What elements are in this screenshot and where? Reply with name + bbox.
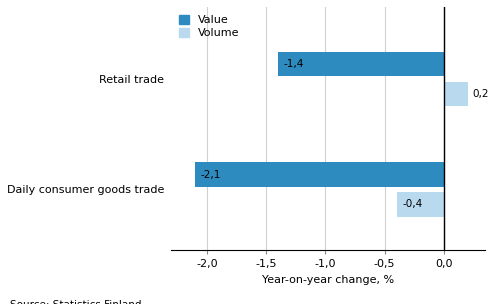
Text: -2,1: -2,1 bbox=[201, 170, 221, 180]
Text: -0,4: -0,4 bbox=[402, 199, 423, 209]
Bar bbox=[195, 162, 444, 187]
Legend: Value, Volume: Value, Volume bbox=[177, 12, 242, 41]
Bar bbox=[278, 52, 444, 76]
Bar bbox=[444, 81, 468, 106]
Text: 0,2: 0,2 bbox=[472, 89, 489, 99]
X-axis label: Year-on-year change, %: Year-on-year change, % bbox=[262, 275, 394, 285]
Bar bbox=[396, 192, 444, 216]
Text: -1,4: -1,4 bbox=[284, 59, 304, 69]
Text: Source: Statistics Finland: Source: Statistics Finland bbox=[10, 300, 141, 304]
